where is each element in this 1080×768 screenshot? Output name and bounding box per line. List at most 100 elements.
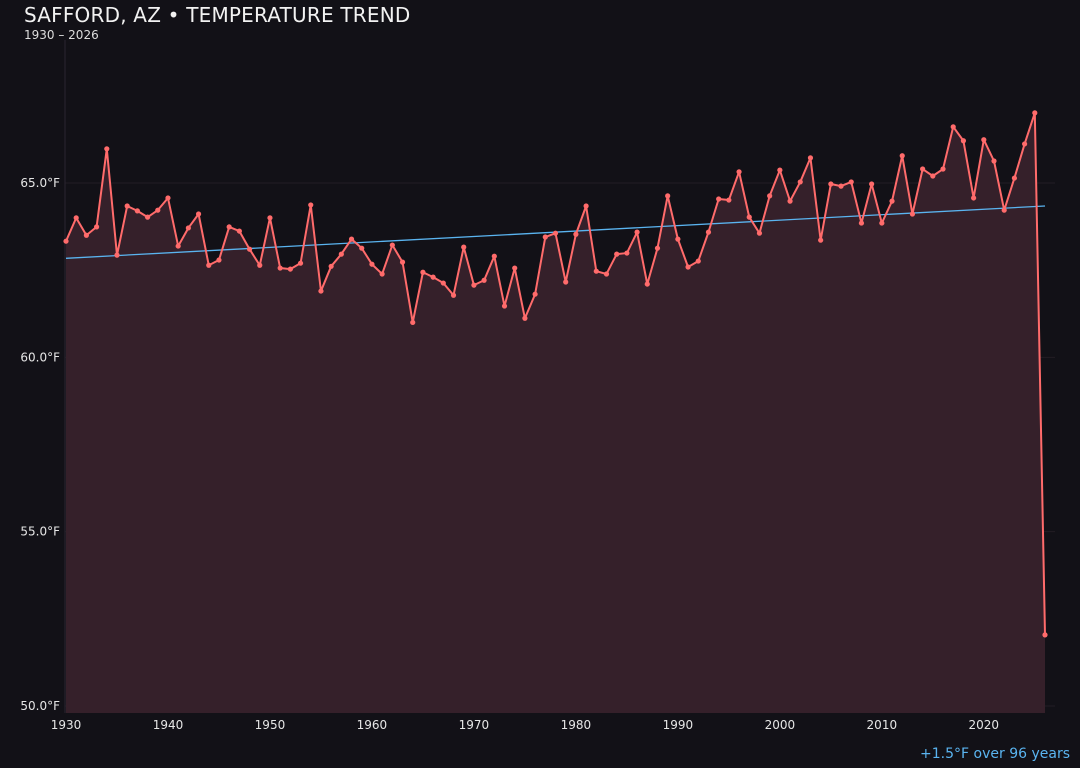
data-point [399,259,406,265]
temperature-area [66,112,1045,713]
data-point [175,243,181,249]
y-tick-label: 65.0°F [20,176,60,190]
data-point [981,137,987,143]
data-point [767,193,773,199]
x-tick-label: 1990 [663,718,694,732]
data-point [287,266,293,272]
data-point [308,202,314,208]
x-tick-label: 2000 [765,718,796,732]
data-point [675,236,681,242]
y-tick-label: 55.0°F [20,525,60,539]
data-point [552,230,559,236]
data-point [665,193,671,199]
data-point [318,288,324,294]
x-tick-label: 1970 [459,718,490,732]
data-point [930,173,936,179]
data-point [950,124,956,130]
data-point [573,231,579,237]
data-point [991,158,997,164]
data-point [338,251,344,257]
x-tick-label: 1980 [561,718,592,732]
data-point [1022,141,1028,147]
data-point [695,258,701,264]
data-point [144,214,151,220]
data-point [960,138,967,144]
x-tick-label: 2020 [969,718,1000,732]
data-point [685,264,691,270]
data-point [481,277,487,283]
data-point [705,229,712,235]
data-point [522,315,528,321]
data-point [165,195,171,201]
data-point [807,155,814,161]
data-point [736,169,742,175]
y-tick-label: 50.0°F [20,699,60,713]
data-point [369,261,375,267]
data-point [410,319,416,326]
data-point [848,179,854,185]
data-point [583,203,589,209]
data-point [1032,110,1038,116]
data-point [379,271,385,277]
data-point [420,269,426,275]
data-point [114,252,120,258]
data-point [257,262,263,268]
data-point [277,265,283,271]
data-point [532,291,538,297]
data-point [654,245,661,251]
data-point [828,181,834,187]
x-tick-label: 1960 [357,718,388,732]
x-tick-label: 1950 [255,718,286,732]
data-point [1042,632,1048,638]
data-point [471,282,477,288]
data-point [777,167,783,173]
data-point [634,229,640,235]
data-point [869,181,875,187]
data-point [512,265,518,271]
data-point [603,271,610,277]
data-point [726,197,732,203]
data-point [858,220,865,226]
data-point [267,215,273,221]
data-point [440,280,446,286]
data-point [63,238,69,244]
data-point [134,208,140,214]
data-point [236,228,242,234]
data-point [104,146,110,152]
data-point [185,225,191,231]
data-point [746,214,752,220]
data-point [216,257,222,263]
data-point [614,251,620,257]
data-point [756,230,763,236]
data-point [226,224,232,230]
data-point [971,195,977,201]
data-point [1011,175,1018,181]
data-point [348,236,355,242]
data-point [389,242,395,248]
data-point [450,292,457,298]
data-point [542,234,548,240]
data-point [83,232,89,238]
data-point [195,211,202,217]
data-point [563,279,569,285]
data-point [328,263,334,269]
data-point [838,183,844,189]
data-point [940,166,946,172]
data-point [124,203,130,209]
data-point [909,211,916,217]
data-point [644,281,650,287]
data-point [73,215,79,221]
data-point [155,207,161,213]
chart-title: SAFFORD, AZ • TEMPERATURE TREND [24,3,411,27]
trend-annotation: +1.5°F over 96 years [920,746,1070,762]
data-point [818,237,824,243]
data-point [899,153,905,159]
data-point [797,179,803,185]
data-point [246,246,253,252]
data-point [206,262,212,268]
data-point [787,198,793,204]
y-tick-label: 60.0°F [20,350,60,364]
data-point [716,196,722,202]
x-tick-label: 1930 [51,718,82,732]
data-point [1001,207,1007,213]
